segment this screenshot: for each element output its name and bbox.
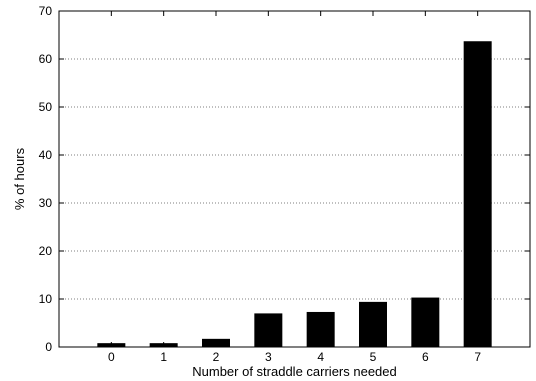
y-axis-label: % of hours xyxy=(12,147,27,210)
x-tick-label: 1 xyxy=(160,350,167,364)
bar xyxy=(411,297,440,347)
bar xyxy=(463,41,492,348)
y-tick-labels: 0 10 20 30 40 50 60 70 xyxy=(39,4,53,354)
gridlines xyxy=(59,58,530,300)
x-tick-label: 3 xyxy=(265,350,272,364)
bars xyxy=(97,41,492,348)
y-tick-label: 70 xyxy=(39,4,53,18)
plot-frame xyxy=(58,10,531,348)
x-tick-label: 6 xyxy=(422,350,429,364)
y-tick-label: 20 xyxy=(39,244,53,258)
y-tick-label: 0 xyxy=(45,340,52,354)
y-tick-label: 50 xyxy=(39,100,53,114)
y-tick-label: 60 xyxy=(39,52,53,66)
bar xyxy=(306,311,335,347)
bar xyxy=(254,313,283,347)
x-tick-label: 5 xyxy=(370,350,377,364)
y-tick-label: 10 xyxy=(39,292,53,306)
x-tick-label: 2 xyxy=(213,350,220,364)
x-tick-label: 0 xyxy=(108,350,115,364)
y-tick-label: 30 xyxy=(39,196,53,210)
y-tick-label: 40 xyxy=(39,148,53,162)
x-tick-label: 4 xyxy=(317,350,324,364)
bar xyxy=(359,301,387,347)
axis-ticks xyxy=(59,10,530,348)
x-axis-label: Number of straddle carriers needed xyxy=(192,364,397,379)
x-tick-labels: 0 1 2 3 4 5 6 7 xyxy=(108,350,481,364)
x-tick-label: 7 xyxy=(474,350,481,364)
